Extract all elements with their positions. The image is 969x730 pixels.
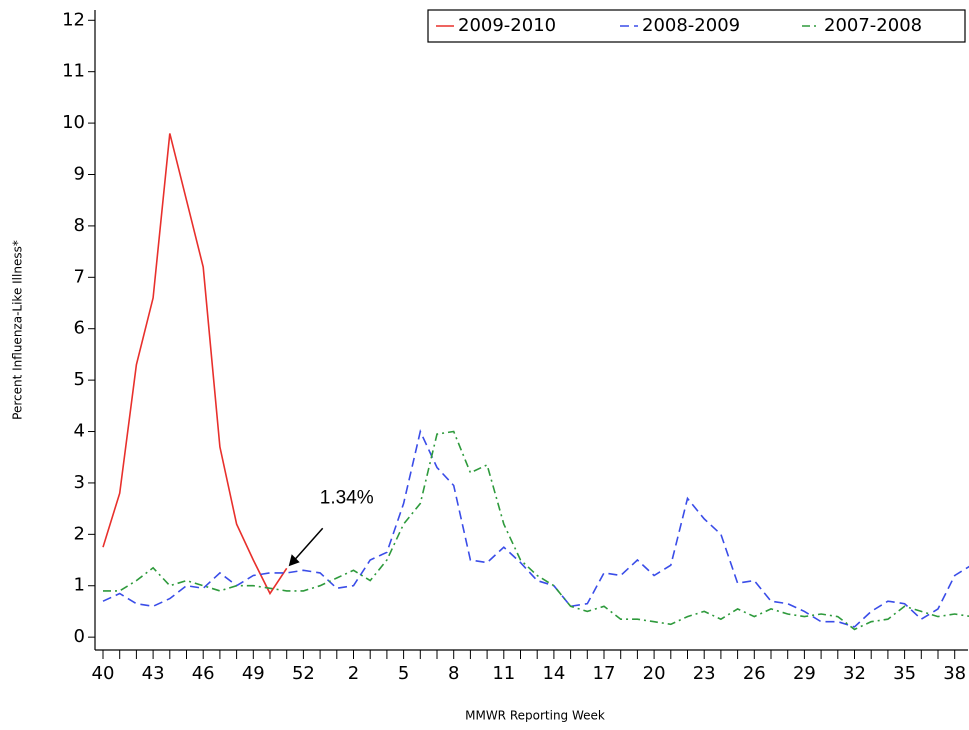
y-tick-label: 8: [74, 215, 85, 236]
x-tick-label: 46: [192, 663, 215, 684]
y-tick-label: 7: [74, 266, 85, 287]
y-tick-label: 4: [74, 421, 85, 442]
x-tick-label: 2: [348, 663, 359, 684]
series-line: [102, 133, 288, 596]
x-tick-label: 38: [943, 663, 966, 684]
x-tick-label: 17: [593, 663, 616, 684]
y-tick-label: 2: [74, 523, 85, 544]
legend-label: 2008-2009: [642, 15, 740, 36]
x-tick-label: 43: [142, 663, 165, 684]
x-tick-label: 52: [292, 663, 315, 684]
y-tick-label: 5: [74, 369, 85, 390]
x-tick-label: 8: [448, 663, 459, 684]
legend-box: [427, 9, 966, 43]
y-tick-label: 0: [74, 626, 85, 647]
y-tick-label: 11: [62, 61, 85, 82]
x-tick-label: 5: [398, 663, 409, 684]
data-label: 1.34%: [320, 487, 374, 508]
series-line: [102, 429, 969, 628]
x-tick-label: 20: [643, 663, 666, 684]
series-line: [103, 430, 969, 631]
x-tick-label: 11: [492, 663, 515, 684]
x-tick-label: 40: [92, 663, 115, 684]
annotation-arrowhead: [288, 554, 300, 567]
x-tick-label: 49: [242, 663, 265, 684]
y-tick-label: 6: [74, 318, 85, 339]
x-axis-title: MMWR Reporting Week: [465, 709, 605, 723]
y-axis-title: Percent Influenza-Like Illness*: [11, 240, 25, 420]
x-tick-label: 26: [743, 663, 766, 684]
x-tick-label: 32: [843, 663, 866, 684]
x-tick-label: 14: [542, 663, 565, 684]
x-tick-label: 29: [793, 663, 816, 684]
y-tick-label: 10: [62, 112, 85, 133]
y-tick-label: 12: [62, 9, 85, 30]
y-tick-label: 3: [74, 472, 85, 493]
legend-label: 2007-2008: [824, 15, 922, 36]
x-tick-label: 23: [693, 663, 716, 684]
legend-label: 2009-2010: [458, 15, 556, 36]
annotation-arrow: [290, 527, 324, 565]
x-tick-label: 35: [893, 663, 916, 684]
y-tick-label: 1: [74, 575, 85, 596]
y-tick-label: 9: [74, 163, 85, 184]
